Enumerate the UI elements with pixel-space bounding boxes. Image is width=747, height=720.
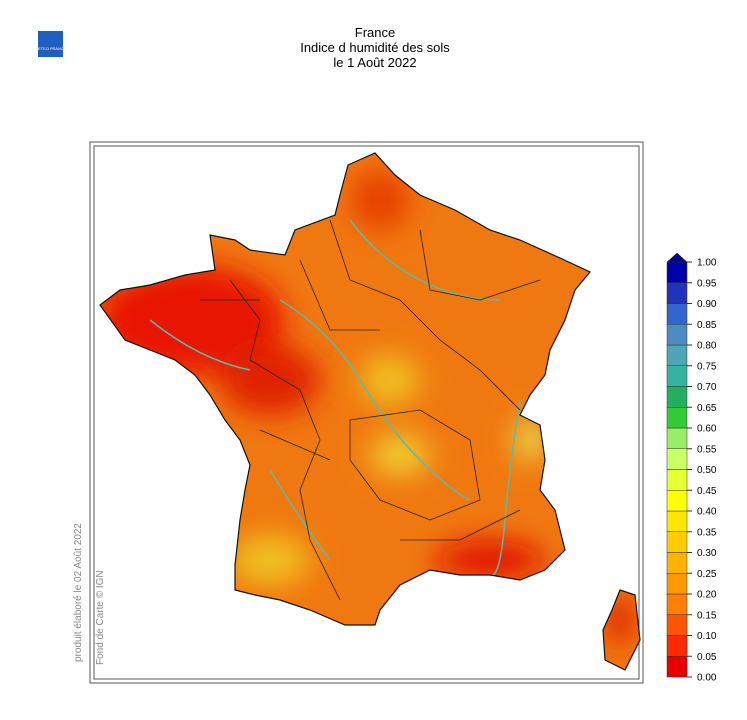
colorbar-tick-label: 0.65	[697, 403, 717, 414]
rivers	[149, 219, 521, 577]
colorbar-tick-label: 0.05	[697, 652, 717, 663]
title: France	[355, 25, 395, 40]
logo-text: METEO FRANCE	[35, 46, 67, 51]
colorbar-tick-label: 0.20	[697, 590, 717, 601]
colorbar-segment	[666, 552, 688, 574]
credit-basemap: Fond de Carte © IGN	[95, 570, 106, 665]
colorbar-tick-label: 0.50	[697, 465, 717, 476]
colorbar-segment	[666, 282, 688, 304]
colorbar-segment	[666, 635, 688, 657]
colorbar-tick-label: 0.60	[697, 424, 717, 435]
colorbar-segment	[666, 614, 688, 636]
credit-produced: produit élaboré le 02 Août 2022	[73, 523, 84, 662]
colorbar-tick-label: 0.70	[697, 382, 717, 393]
colorbar-segment	[666, 531, 688, 553]
colorbar-segment	[666, 448, 688, 470]
colorbar: 0.00 0.05 0.10 0.15 0.20 0.25 0.30 0.35 0.40 0.45…	[666, 252, 717, 684]
department-borders	[200, 219, 541, 601]
colorbar-tick-label: 0.10	[697, 631, 717, 642]
colorbar-segment	[666, 510, 688, 532]
colorbar-segment	[666, 386, 688, 408]
colorbar-tick-label: 0.00	[697, 673, 717, 684]
colorbar-segment	[666, 365, 688, 387]
date: le 1 Août 2022	[333, 55, 416, 70]
colorbar-tick-label: 0.25	[697, 569, 717, 580]
colorbar-tick-label: 0.95	[697, 278, 717, 289]
colorbar-tick-label: 0.85	[697, 320, 717, 331]
soil-variation	[100, 170, 635, 645]
coastline	[99, 152, 641, 671]
colorbar-tick-label: 0.15	[697, 610, 717, 621]
logo	[38, 31, 63, 57]
map-frame	[89, 141, 644, 684]
colorbar-tick-label: 0.35	[697, 527, 717, 538]
colorbar-arrow	[666, 252, 688, 263]
colorbar-tick-label: 0.40	[697, 507, 717, 518]
colorbar-segment	[666, 407, 688, 429]
colorbar-segment	[666, 427, 688, 449]
colorbar-tick-label: 0.90	[697, 299, 717, 310]
colorbar-tick-label: 0.80	[697, 341, 717, 352]
colorbar-segment	[666, 490, 688, 512]
colorbar-segment	[666, 261, 688, 283]
colorbar-tick-label: 0.75	[697, 361, 717, 372]
france-map	[100, 153, 640, 670]
subtitle: Indice d humidité des sols	[300, 40, 450, 55]
colorbar-tick-label: 1.00	[697, 258, 717, 269]
colorbar-tick-label: 0.30	[697, 548, 717, 559]
colorbar-tick-label: 0.55	[697, 444, 717, 455]
colorbar-segment	[666, 593, 688, 615]
colorbar-segment	[666, 469, 688, 491]
colorbar-tick-label: 0.45	[697, 486, 717, 497]
colorbar-segment	[666, 573, 688, 595]
colorbar-segment	[666, 344, 688, 366]
colorbar-segment	[666, 303, 688, 325]
colorbar-segment	[666, 324, 688, 346]
map-frame-inner	[93, 145, 640, 680]
colorbar-segment	[666, 656, 688, 678]
